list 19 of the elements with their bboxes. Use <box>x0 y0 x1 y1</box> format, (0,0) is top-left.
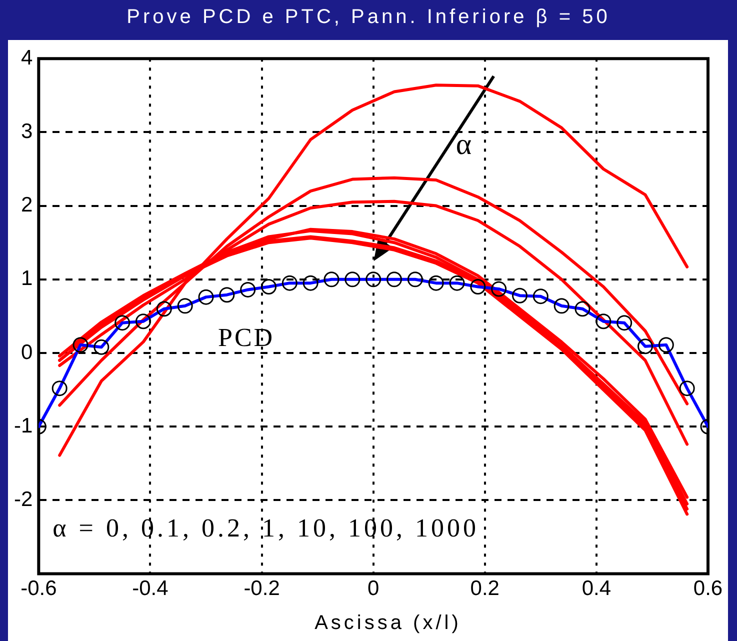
x-tick-label: -0.4 <box>132 577 169 600</box>
y-tick-label: 4 <box>20 46 33 70</box>
y-tick-label: -2 <box>14 488 33 511</box>
annotation: α <box>456 128 472 162</box>
chart-title: Prove PCD e PTC, Pann. Inferiore β = 50 <box>126 6 612 29</box>
y-tick-label: 3 <box>20 120 33 143</box>
y-tick-label: 0 <box>20 340 33 364</box>
x-tick-label: 0.6 <box>693 577 723 600</box>
x-tick-label: -0.6 <box>20 577 57 600</box>
x-tick-label: 0 <box>367 577 380 600</box>
series-label: PCD <box>218 322 275 352</box>
y-tick-label: 2 <box>20 194 33 217</box>
x-tick-label: -0.2 <box>244 577 280 600</box>
x-tick-label: 0.2 <box>470 577 500 600</box>
y-tick-label: 1 <box>20 267 33 290</box>
annotation: α = 0, 0.1, 0.2, 1, 10, 100, 1000 <box>52 514 479 543</box>
x-axis-title: Ascissa (x/l) <box>314 612 462 635</box>
x-tick-label: 0.4 <box>582 577 612 600</box>
y-tick-label: -1 <box>14 414 33 438</box>
